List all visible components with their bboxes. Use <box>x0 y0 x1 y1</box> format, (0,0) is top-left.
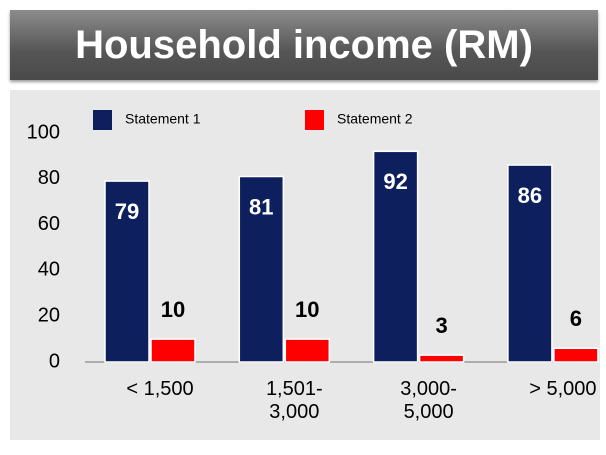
value-label: 81 <box>249 194 273 219</box>
bar <box>238 175 285 363</box>
x-tick-label: > 5,000 <box>529 378 597 400</box>
y-tick-label: 20 <box>38 304 60 326</box>
x-tick-label: 3,000-5,000 <box>400 378 457 423</box>
legend-label: Statement 1 <box>125 111 201 127</box>
chart-title: Household income (RM) <box>75 23 533 67</box>
y-tick-label: 40 <box>38 259 60 281</box>
y-tick-label: 80 <box>38 167 60 189</box>
y-tick-label: 60 <box>38 213 60 235</box>
value-label: 92 <box>383 169 407 194</box>
value-label: 6 <box>570 306 582 331</box>
value-label: 10 <box>295 297 319 322</box>
x-tick-label: < 1,500 <box>126 378 194 400</box>
bar <box>507 164 553 363</box>
bar <box>372 150 419 363</box>
value-label: 86 <box>518 183 542 208</box>
x-tick-label: 1,501-3,000 <box>265 378 323 423</box>
y-tick-label: 100 <box>27 121 60 143</box>
legend-swatch <box>93 110 112 130</box>
value-label: 3 <box>435 313 447 338</box>
legend-swatch <box>305 110 324 130</box>
legend-label: Statement 2 <box>337 111 413 127</box>
bar <box>418 354 465 363</box>
value-label: 10 <box>161 297 185 322</box>
bar <box>150 338 196 363</box>
bar <box>104 180 150 363</box>
bar <box>284 338 331 363</box>
title-banner: Household income (RM) <box>10 10 598 80</box>
value-label: 79 <box>115 199 139 224</box>
bar <box>553 347 599 363</box>
y-tick-label: 0 <box>49 350 60 372</box>
